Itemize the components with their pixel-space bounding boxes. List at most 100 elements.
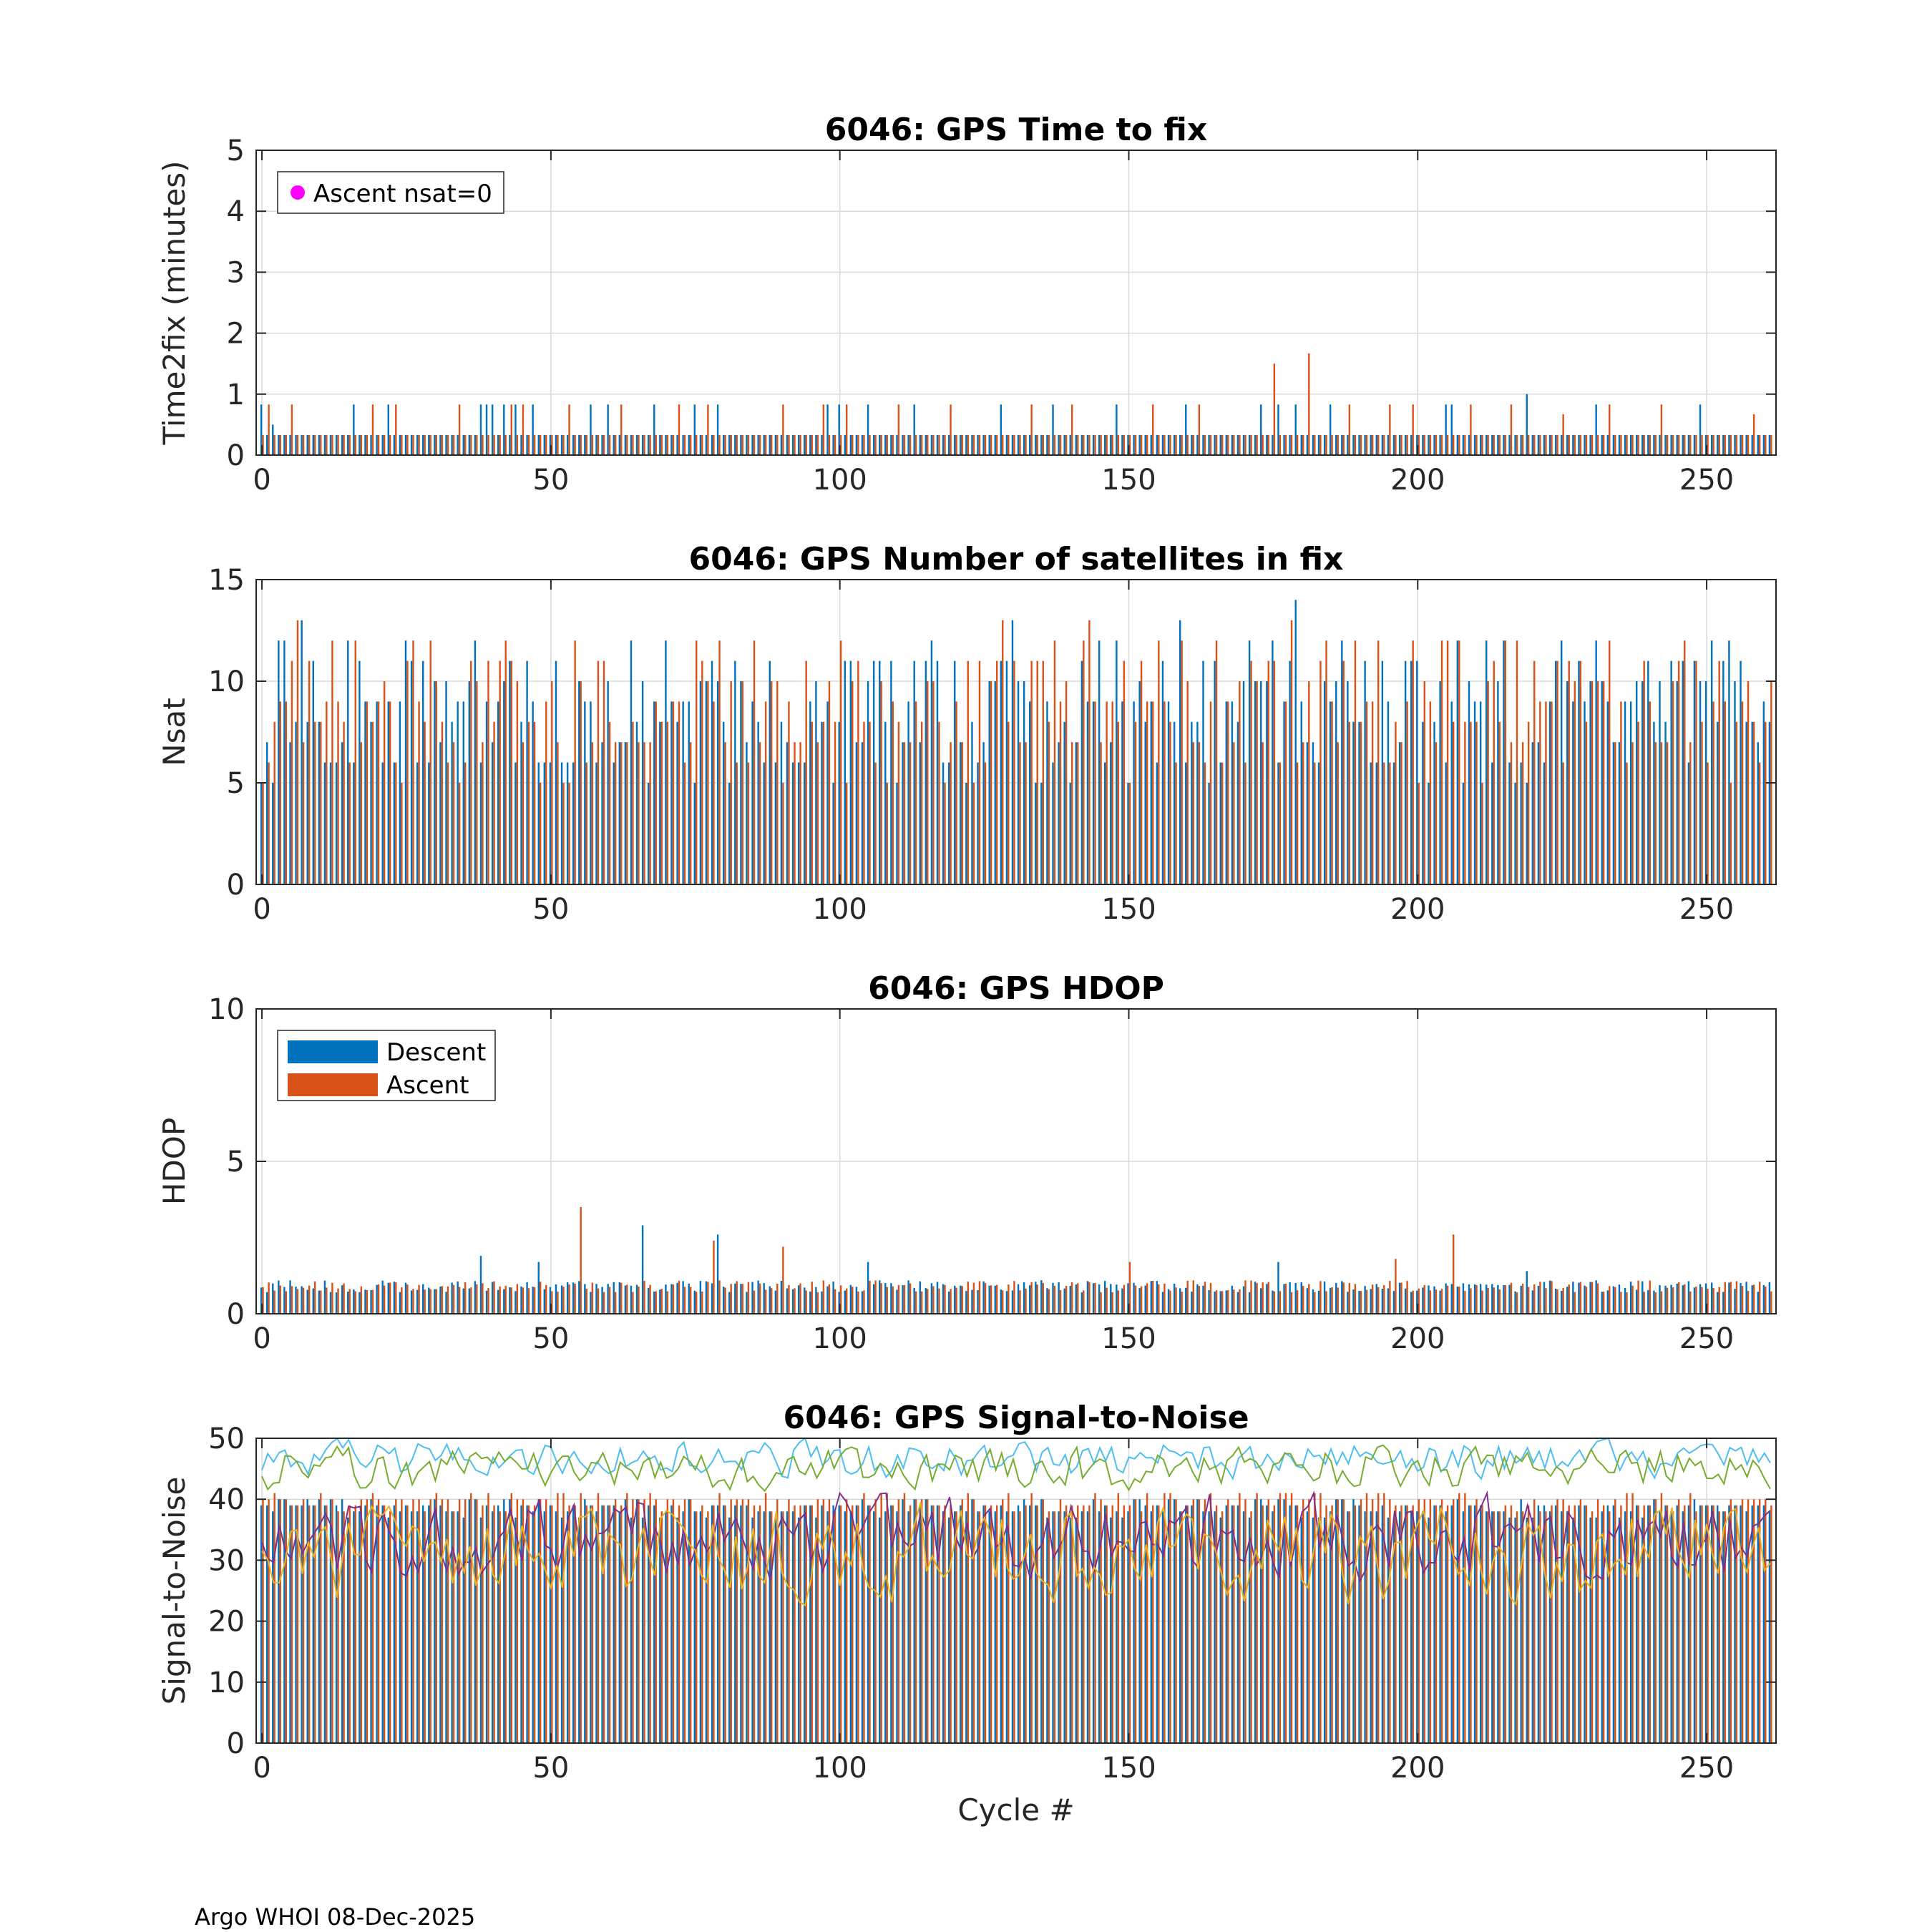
bar-ascent [897,404,900,455]
bar-descent [1023,1499,1025,1743]
bar-ascent [1348,1511,1351,1743]
bar-ascent [366,1499,369,1743]
bar-descent [682,1281,684,1314]
bar-ascent [1412,640,1414,884]
bar-ascent [1371,1499,1374,1743]
bar-ascent [1163,1493,1166,1743]
bar-ascent [614,434,617,455]
bar-ascent [811,434,813,455]
bar-descent [676,434,678,455]
bar-ascent [291,660,293,884]
bar-descent [1277,1262,1279,1314]
bar-ascent [1521,742,1524,884]
bar-ascent [602,660,605,884]
bar-descent [647,1505,650,1743]
bar-descent [613,1505,615,1743]
bar-ascent [909,1505,912,1743]
bar-descent [1000,1505,1002,1743]
bar-descent [1075,1517,1078,1743]
bar-descent [872,660,875,884]
bar-ascent [1458,434,1460,455]
bar-descent [1491,1284,1493,1314]
bar-descent [393,1282,396,1314]
bar-descent [1138,1288,1141,1314]
bar-ascent [1123,1284,1126,1314]
bar-descent [1370,762,1372,884]
bar-descent [1392,1517,1395,1743]
bar-descent [682,701,684,884]
bar-ascent [447,434,449,455]
x-tick-label: 150 [1101,893,1156,926]
bar-descent [434,1289,436,1314]
y-tick-label: 0 [227,439,245,472]
bar-descent [295,721,297,884]
bar-ascent [296,434,299,455]
bar-ascent [493,1505,495,1743]
bar-descent [601,742,603,884]
bar-descent [1317,1290,1320,1314]
bar-ascent [389,1282,391,1314]
bar-descent [740,681,742,884]
bar-ascent [1707,434,1709,455]
bar-descent [1601,681,1603,884]
bar-ascent [1631,434,1634,455]
bar-ascent [602,1505,605,1743]
bar-ascent [608,1505,611,1743]
bar-ascent [1204,762,1206,884]
bar-ascent [1620,1505,1622,1743]
bar-descent [1242,1286,1245,1314]
bar-ascent [545,434,547,455]
bar-ascent [828,434,831,455]
bar-descent [1179,434,1181,455]
bar-series-ascent [262,1206,1772,1314]
bar-descent [1682,660,1684,884]
bar-descent [329,434,332,455]
bar-descent [907,701,909,884]
bar-descent [1208,1289,1210,1314]
bar-descent [364,1505,366,1743]
bar-ascent [533,1505,536,1743]
bar-ascent [638,1499,640,1743]
bar-ascent [707,681,709,884]
bar-ascent [1128,1505,1131,1743]
bar-ascent [1435,742,1438,884]
bar-ascent [1198,1499,1201,1743]
bar-descent [509,1287,511,1314]
bar-ascent [597,1288,600,1314]
bar-ascent [1516,434,1518,455]
bar-ascent [1331,1287,1333,1314]
bar-ascent [1470,404,1472,455]
bar-descent [1052,404,1054,455]
bar-descent [607,404,609,455]
bar-descent [312,1505,314,1743]
bar-ascent [1152,1280,1154,1314]
x-tick-label: 50 [532,1752,569,1785]
x-tick-label: 0 [253,1752,270,1785]
bar-descent [861,434,864,455]
bar-descent [838,1292,840,1314]
bar-descent [1092,1283,1095,1314]
bar-descent [1456,434,1459,455]
bar-ascent [464,1282,467,1314]
bar-descent [751,434,753,455]
bar-ascent [1724,1511,1726,1743]
bar-descent [566,1282,569,1314]
bar-ascent [1365,1493,1368,1743]
bar-ascent [822,721,825,884]
bar-ascent [1083,1505,1085,1743]
bar-descent [1485,1511,1488,1743]
bar-descent [1098,640,1101,884]
axes-box [255,150,1777,456]
bar-ascent [1533,434,1536,455]
bar-ascent [320,1290,322,1314]
bar-descent [821,1291,823,1314]
bar-descent [1479,1284,1482,1314]
bar-descent [844,1511,846,1743]
bar-descent [434,434,436,455]
bar-ascent [1198,1286,1201,1314]
bar-ascent [643,1280,645,1314]
bar-descent [560,1517,563,1743]
bar-descent [410,1511,413,1743]
bar-descent [1370,1511,1372,1743]
bar-descent [1445,1511,1447,1743]
